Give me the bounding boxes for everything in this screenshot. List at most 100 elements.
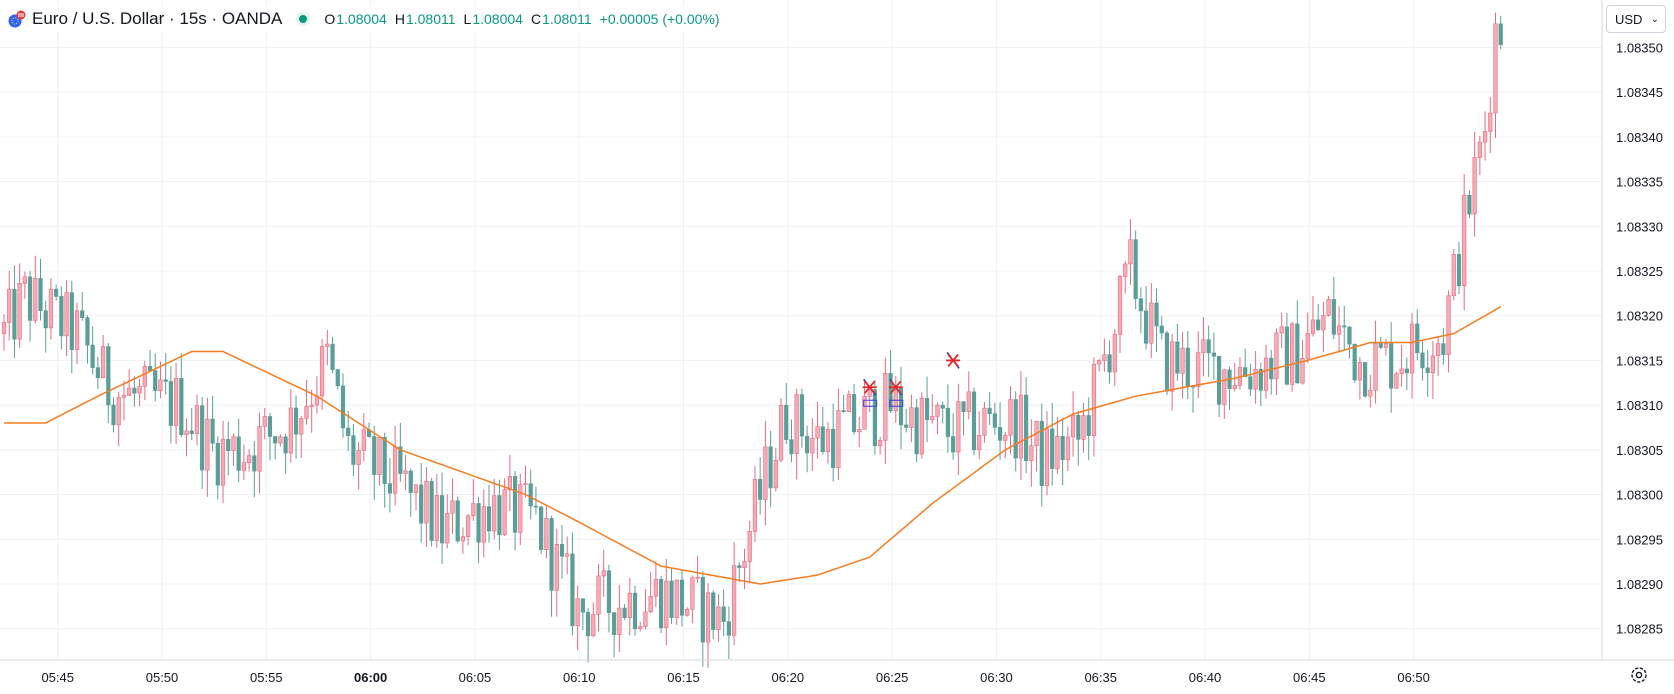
candle-body [627, 592, 632, 619]
bullish-candle [1044, 411, 1050, 496]
candle-body [189, 430, 194, 434]
bearish-candle [335, 368, 340, 390]
bullish-candle [507, 454, 512, 512]
candle-body [690, 577, 695, 610]
candle-body [27, 276, 33, 321]
bullish-candle [1222, 368, 1227, 419]
bullish-candle [320, 338, 325, 410]
bearish-candle [1024, 377, 1029, 474]
bullish-candle [1336, 306, 1342, 353]
symbol-title[interactable]: Euro / U.S. Dollar · 15s · OANDA [32, 9, 283, 28]
candle-body [685, 609, 690, 616]
candle-body [1488, 112, 1493, 132]
bullish-candle [596, 564, 601, 632]
bullish-candle [1493, 12, 1498, 138]
candle-body [393, 446, 398, 494]
bullish-candle [930, 393, 935, 424]
candle-body [825, 428, 831, 453]
candle-body [1123, 263, 1128, 277]
price-axis[interactable]: 1.08285 1.08290 1.08295 1.08300 1.08305 1.083… [1616, 40, 1663, 636]
candle-body [716, 606, 721, 630]
bearish-candle [340, 373, 346, 438]
bullish-candle [695, 555, 700, 583]
candle-body [403, 470, 408, 474]
bearish-candle [346, 411, 351, 452]
bearish-candle [273, 436, 278, 460]
bullish-candle [982, 402, 987, 443]
bearish-candle [539, 505, 544, 554]
bullish-candle [773, 447, 778, 492]
gear-icon[interactable] [1628, 664, 1650, 686]
candle-body [831, 428, 836, 469]
candle-body [127, 387, 132, 396]
bearish-candle [330, 336, 335, 374]
candle-body [570, 553, 575, 627]
candle-body [1097, 360, 1102, 365]
candle-body [1185, 347, 1190, 387]
candle-body [935, 404, 940, 417]
bearish-candle [851, 384, 857, 435]
candle-body [820, 426, 825, 453]
candle-body [283, 436, 288, 454]
candle-body [1446, 295, 1451, 355]
time-tick-label: 06:10 [563, 670, 596, 685]
candle-body [278, 436, 283, 444]
candle-body [54, 288, 59, 297]
candle-body [1143, 310, 1149, 344]
bullish-candle [935, 402, 940, 435]
bullish-candle [1091, 357, 1097, 457]
candle-body [559, 544, 565, 557]
bullish-candle [7, 270, 12, 341]
candle-body [565, 553, 570, 557]
candle-body [1222, 369, 1227, 405]
bullish-candle [33, 255, 38, 324]
bearish-candle [721, 589, 726, 637]
candle-body [909, 407, 914, 428]
time-axis[interactable]: 05:45 05:50 05:55 06:00 06:05 06:10 06:15 06:20… [41, 670, 1429, 685]
bullish-candle [638, 621, 643, 632]
candle-body [502, 489, 507, 536]
bullish-candle [653, 561, 658, 608]
bearish-candle [132, 376, 137, 407]
bullish-candle [194, 394, 200, 446]
bullish-candle [1070, 391, 1076, 457]
bearish-candle [799, 388, 804, 448]
candle-body [1128, 239, 1133, 265]
bearish-candle [924, 376, 930, 443]
candle-body [1008, 399, 1013, 436]
candle-body [330, 343, 335, 370]
candle-body [1117, 276, 1123, 335]
candle-body [1300, 358, 1305, 384]
time-tick-label: 06:35 [1084, 670, 1117, 685]
bearish-candle [1164, 330, 1170, 395]
candle-body [914, 407, 919, 455]
candle-body [919, 397, 924, 455]
candle-body [544, 518, 549, 550]
bullish-candle [1034, 420, 1039, 472]
bullish-candle [1305, 312, 1310, 363]
bearish-candle [372, 425, 377, 500]
bearish-candle [43, 300, 48, 353]
bullish-candle [1409, 313, 1415, 399]
bearish-candle [1211, 332, 1216, 381]
candle-body [1081, 415, 1086, 440]
candle-body [33, 278, 38, 321]
bullish-candle [1123, 261, 1128, 294]
symbol-legend[interactable]: Euro / U.S. Dollar · 15s · OANDA O1.0800… [8, 6, 728, 32]
bearish-candle [700, 571, 705, 667]
time-tick-label: 06:40 [1189, 670, 1222, 685]
bearish-candle [215, 436, 220, 500]
currency-select[interactable]: USD ⌄ [1606, 5, 1666, 33]
bearish-candle [163, 353, 168, 395]
candle-body [361, 429, 366, 451]
bullish-candle [127, 369, 132, 396]
candle-body [1149, 302, 1154, 344]
candle-body [236, 436, 241, 471]
bullish-candle [1018, 371, 1024, 481]
candle-body [1196, 352, 1201, 388]
candle-body [1378, 343, 1383, 348]
bearish-candle [841, 394, 846, 413]
candle-body [95, 367, 100, 379]
candle-body [1211, 352, 1216, 357]
